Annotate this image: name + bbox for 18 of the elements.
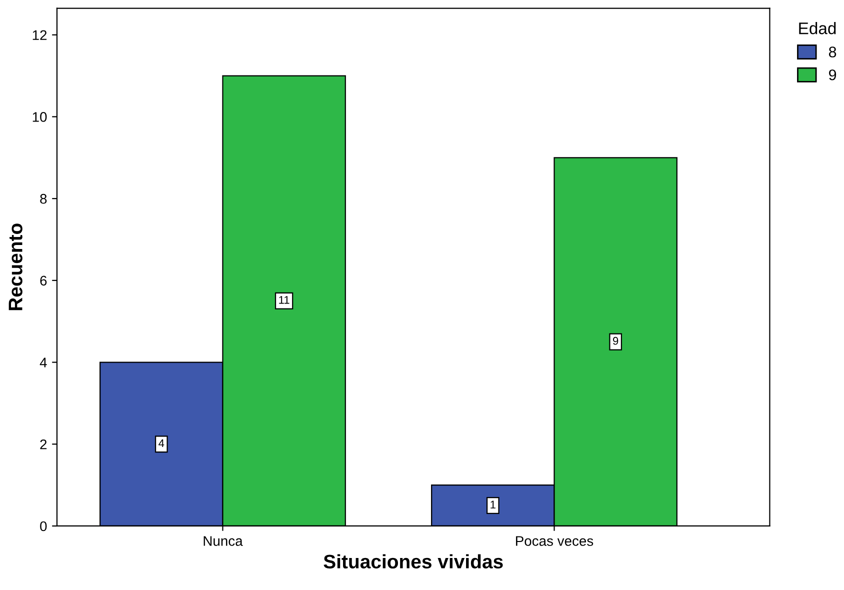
data-label: 1 [490, 500, 496, 508]
x-axis-title: Situaciones vividas [324, 554, 503, 568]
legend-title: Edad [799, 22, 836, 34]
y-axis-title: Recuento [8, 224, 22, 310]
legend-label: 8 [828, 46, 836, 58]
y-tick-label: 4 [40, 358, 47, 368]
data-label: 9 [613, 336, 618, 345]
data-label: 4 [158, 439, 164, 448]
y-tick-label: 8 [40, 194, 47, 204]
y-tick-label: 2 [40, 439, 47, 450]
y-tick-label: 6 [40, 276, 47, 286]
x-tick-label: Nunca [204, 536, 243, 546]
data-label: 11 [279, 296, 290, 304]
y-tick-label: 0 [40, 521, 47, 532]
x-tick-label: Pocas veces [516, 536, 594, 546]
y-tick-label: 10 [32, 112, 47, 122]
y-tick-label: 12 [32, 30, 47, 40]
legend-label: 9 [829, 69, 836, 80]
